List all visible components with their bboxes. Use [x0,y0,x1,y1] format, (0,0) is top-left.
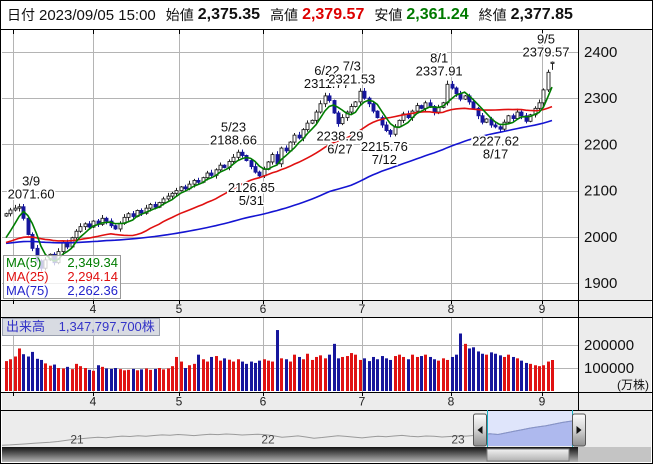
date-label: 日付 [7,7,35,23]
navigator-year-labels: 21 22 23 [70,433,465,447]
volume-total-value: 1,347,797,700株 [58,319,155,334]
navigator-area-selected [487,420,572,446]
svg-text:6: 6 [260,395,267,409]
svg-text:2100: 2100 [584,183,617,200]
ma25-label: MA(25) [6,269,49,284]
ma5-row: MA(5) 2,349.34 [6,256,118,270]
svg-text:9: 9 [539,302,546,316]
open-value: 2,375.35 [197,6,261,23]
svg-text:(万株): (万株) [617,377,649,392]
scrollbar-thumb[interactable] [486,448,570,462]
close-value: 2,377.85 [510,6,573,23]
svg-text:22: 22 [261,433,275,447]
navigator-right-handle[interactable] [572,413,586,447]
svg-text:5/31: 5/31 [239,193,264,208]
svg-text:2379.57: 2379.57 [523,44,570,59]
price-axis-labels: 2400 2300 2200 2100 2000 1900 200000 100000(万株) [584,44,649,392]
svg-text:4: 4 [90,302,97,316]
svg-text:8/1: 8/1 [430,51,448,66]
low-value: 2,361.24 [406,6,469,23]
svg-text:2215.76: 2215.76 [361,139,408,154]
svg-text:5: 5 [176,302,183,316]
ma5-line [5,86,553,263]
scrollbar-corner [578,447,651,462]
left-arrow-icon [477,426,483,434]
high-label: 高値 [270,7,299,23]
ma25-value: 2,294.14 [67,269,118,284]
svg-text:2337.91: 2337.91 [416,64,463,79]
svg-text:7/12: 7/12 [372,152,397,167]
ma75-row: MA(75) 2,262.36 [6,284,118,298]
svg-text:6/22: 6/22 [314,63,339,78]
svg-text:2300: 2300 [584,90,617,107]
ma25-row: MA(25) 2,294.14 [6,270,118,284]
axis-ticks [13,30,543,396]
volume-total: 出来高 1,347,797,700株 [2,318,160,336]
ma5-label: MA(5) [6,255,42,270]
volume-total-label: 出来高 [6,319,46,334]
svg-text:2238.29: 2238.29 [316,129,363,144]
svg-text:9: 9 [539,395,546,409]
high-value: 2,379.57 [302,6,365,23]
svg-text:2188.66: 2188.66 [210,133,257,148]
svg-text:8: 8 [448,302,455,316]
ohlc-header: 日付 2023/09/05 15:00 始値 2,375.35 高値 2,379… [1,1,653,30]
svg-text:2071.60: 2071.60 [8,187,55,202]
right-arrow-icon [576,426,582,434]
ma75-label: MA(75) [6,283,49,298]
svg-text:1900: 1900 [584,275,617,292]
low-label: 安値 [374,7,403,23]
svg-text:4: 4 [90,395,97,409]
xaxis-strip-main [2,300,651,317]
gridlines [2,30,578,392]
svg-text:200000: 200000 [584,337,634,354]
svg-text:23: 23 [451,433,465,447]
svg-text:8/17: 8/17 [483,147,508,162]
svg-text:6: 6 [260,302,267,316]
svg-text:3/9: 3/9 [22,174,40,189]
svg-text:8: 8 [448,395,455,409]
xaxis-strip-volume [2,392,651,410]
candlesticks[interactable] [4,61,555,272]
svg-text:2311.77: 2311.77 [304,76,350,91]
volume-bars[interactable] [5,330,554,391]
svg-text:2200: 2200 [584,136,617,153]
ma75-value: 2,262.36 [67,283,118,298]
right-axis-area [578,30,651,410]
svg-text:7/3: 7/3 [343,58,361,73]
ma5-value: 2,349.34 [67,255,118,270]
svg-text:7: 7 [359,395,366,409]
svg-text:7: 7 [359,302,366,316]
svg-text:6/27: 6/27 [327,142,352,157]
ma75-line [5,119,553,245]
svg-text:2000: 2000 [584,229,617,246]
svg-text:5: 5 [176,395,183,409]
svg-text:21: 21 [70,433,84,447]
svg-text:9/5: 9/5 [537,31,555,46]
svg-text:100000: 100000 [584,360,634,377]
navigator-left-handle[interactable] [473,413,487,447]
month-labels: 4 4 5 5 6 6 7 7 8 8 9 9 [90,302,546,409]
svg-text:2400: 2400 [584,44,617,61]
scrollbar-track[interactable] [2,447,578,462]
svg-text:2227.62: 2227.62 [472,134,519,149]
svg-text:5/23: 5/23 [221,120,246,135]
ma25-line [5,105,553,244]
svg-text:2126.85: 2126.85 [228,180,275,195]
date-value: 2023/09/05 15:00 [39,6,156,24]
svg-text:2321.53: 2321.53 [328,71,375,86]
open-label: 始値 [165,7,194,23]
close-label: 終値 [478,7,507,23]
panel-borders [1,30,652,411]
ma-legend: MA(5) 2,349.34 MA(25) 2,294.14 MA(75) 2,… [3,255,121,299]
